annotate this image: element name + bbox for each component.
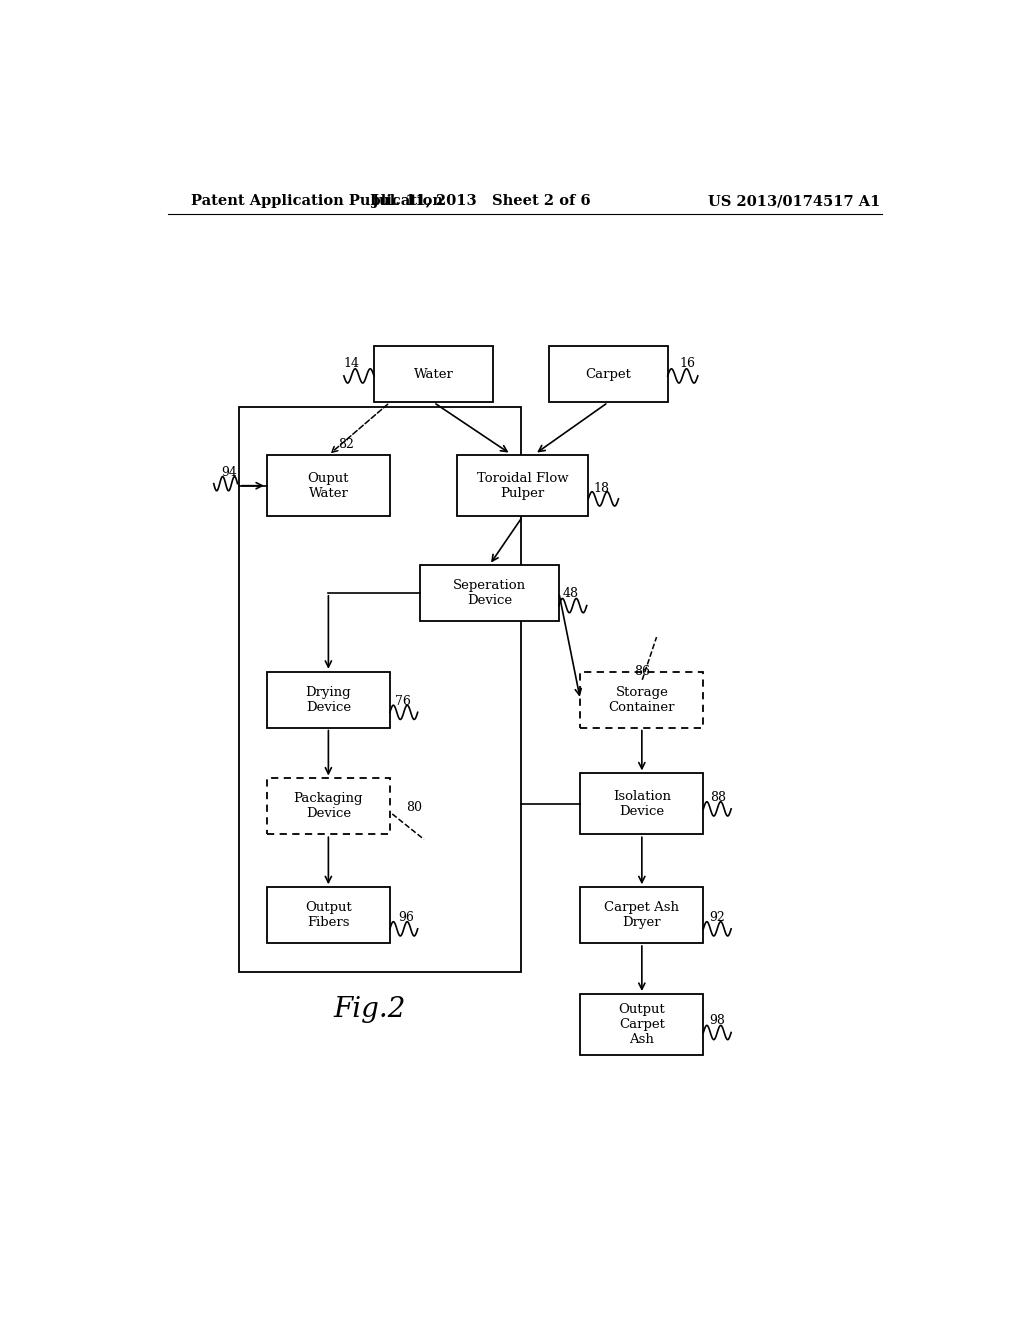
Text: 98: 98 — [710, 1014, 726, 1027]
Text: Seperation
Device: Seperation Device — [453, 579, 526, 607]
Text: 48: 48 — [563, 587, 579, 601]
Text: US 2013/0174517 A1: US 2013/0174517 A1 — [709, 194, 881, 209]
Bar — [240, 408, 521, 972]
Text: Output
Fibers: Output Fibers — [305, 902, 352, 929]
Text: 76: 76 — [395, 696, 412, 709]
Bar — [420, 565, 559, 620]
Bar — [267, 672, 390, 727]
Text: Carpet Ash
Dryer: Carpet Ash Dryer — [604, 902, 679, 929]
Text: Carpet: Carpet — [585, 368, 631, 381]
Text: Ouput
Water: Ouput Water — [307, 471, 349, 500]
Text: Patent Application Publication: Patent Application Publication — [191, 194, 443, 209]
Text: 16: 16 — [680, 356, 695, 370]
Bar — [581, 887, 703, 942]
Text: Storage
Container: Storage Container — [608, 685, 675, 714]
Text: 80: 80 — [406, 801, 422, 814]
Bar — [581, 774, 703, 834]
Text: Jul. 11, 2013   Sheet 2 of 6: Jul. 11, 2013 Sheet 2 of 6 — [372, 194, 591, 209]
Text: 86: 86 — [634, 665, 650, 677]
Text: 14: 14 — [344, 356, 359, 370]
Bar — [267, 779, 390, 834]
Text: Toroidal Flow
Pulper: Toroidal Flow Pulper — [477, 471, 568, 500]
Text: 18: 18 — [594, 482, 610, 495]
Bar — [581, 994, 703, 1055]
Bar — [458, 455, 588, 516]
Bar — [549, 346, 668, 403]
Text: Fig.2: Fig.2 — [334, 997, 407, 1023]
Bar — [267, 455, 390, 516]
Text: 94: 94 — [221, 466, 238, 479]
Text: Water: Water — [414, 368, 454, 381]
Text: Packaging
Device: Packaging Device — [294, 792, 364, 820]
Text: Isolation
Device: Isolation Device — [612, 789, 671, 818]
Text: 92: 92 — [710, 911, 725, 924]
Text: 82: 82 — [338, 438, 354, 451]
Bar — [581, 672, 703, 727]
Text: 88: 88 — [710, 791, 726, 804]
Bar — [267, 887, 390, 942]
Text: 96: 96 — [397, 911, 414, 924]
Text: Drying
Device: Drying Device — [305, 685, 351, 714]
Text: Output
Carpet
Ash: Output Carpet Ash — [618, 1003, 666, 1045]
Bar — [374, 346, 493, 403]
